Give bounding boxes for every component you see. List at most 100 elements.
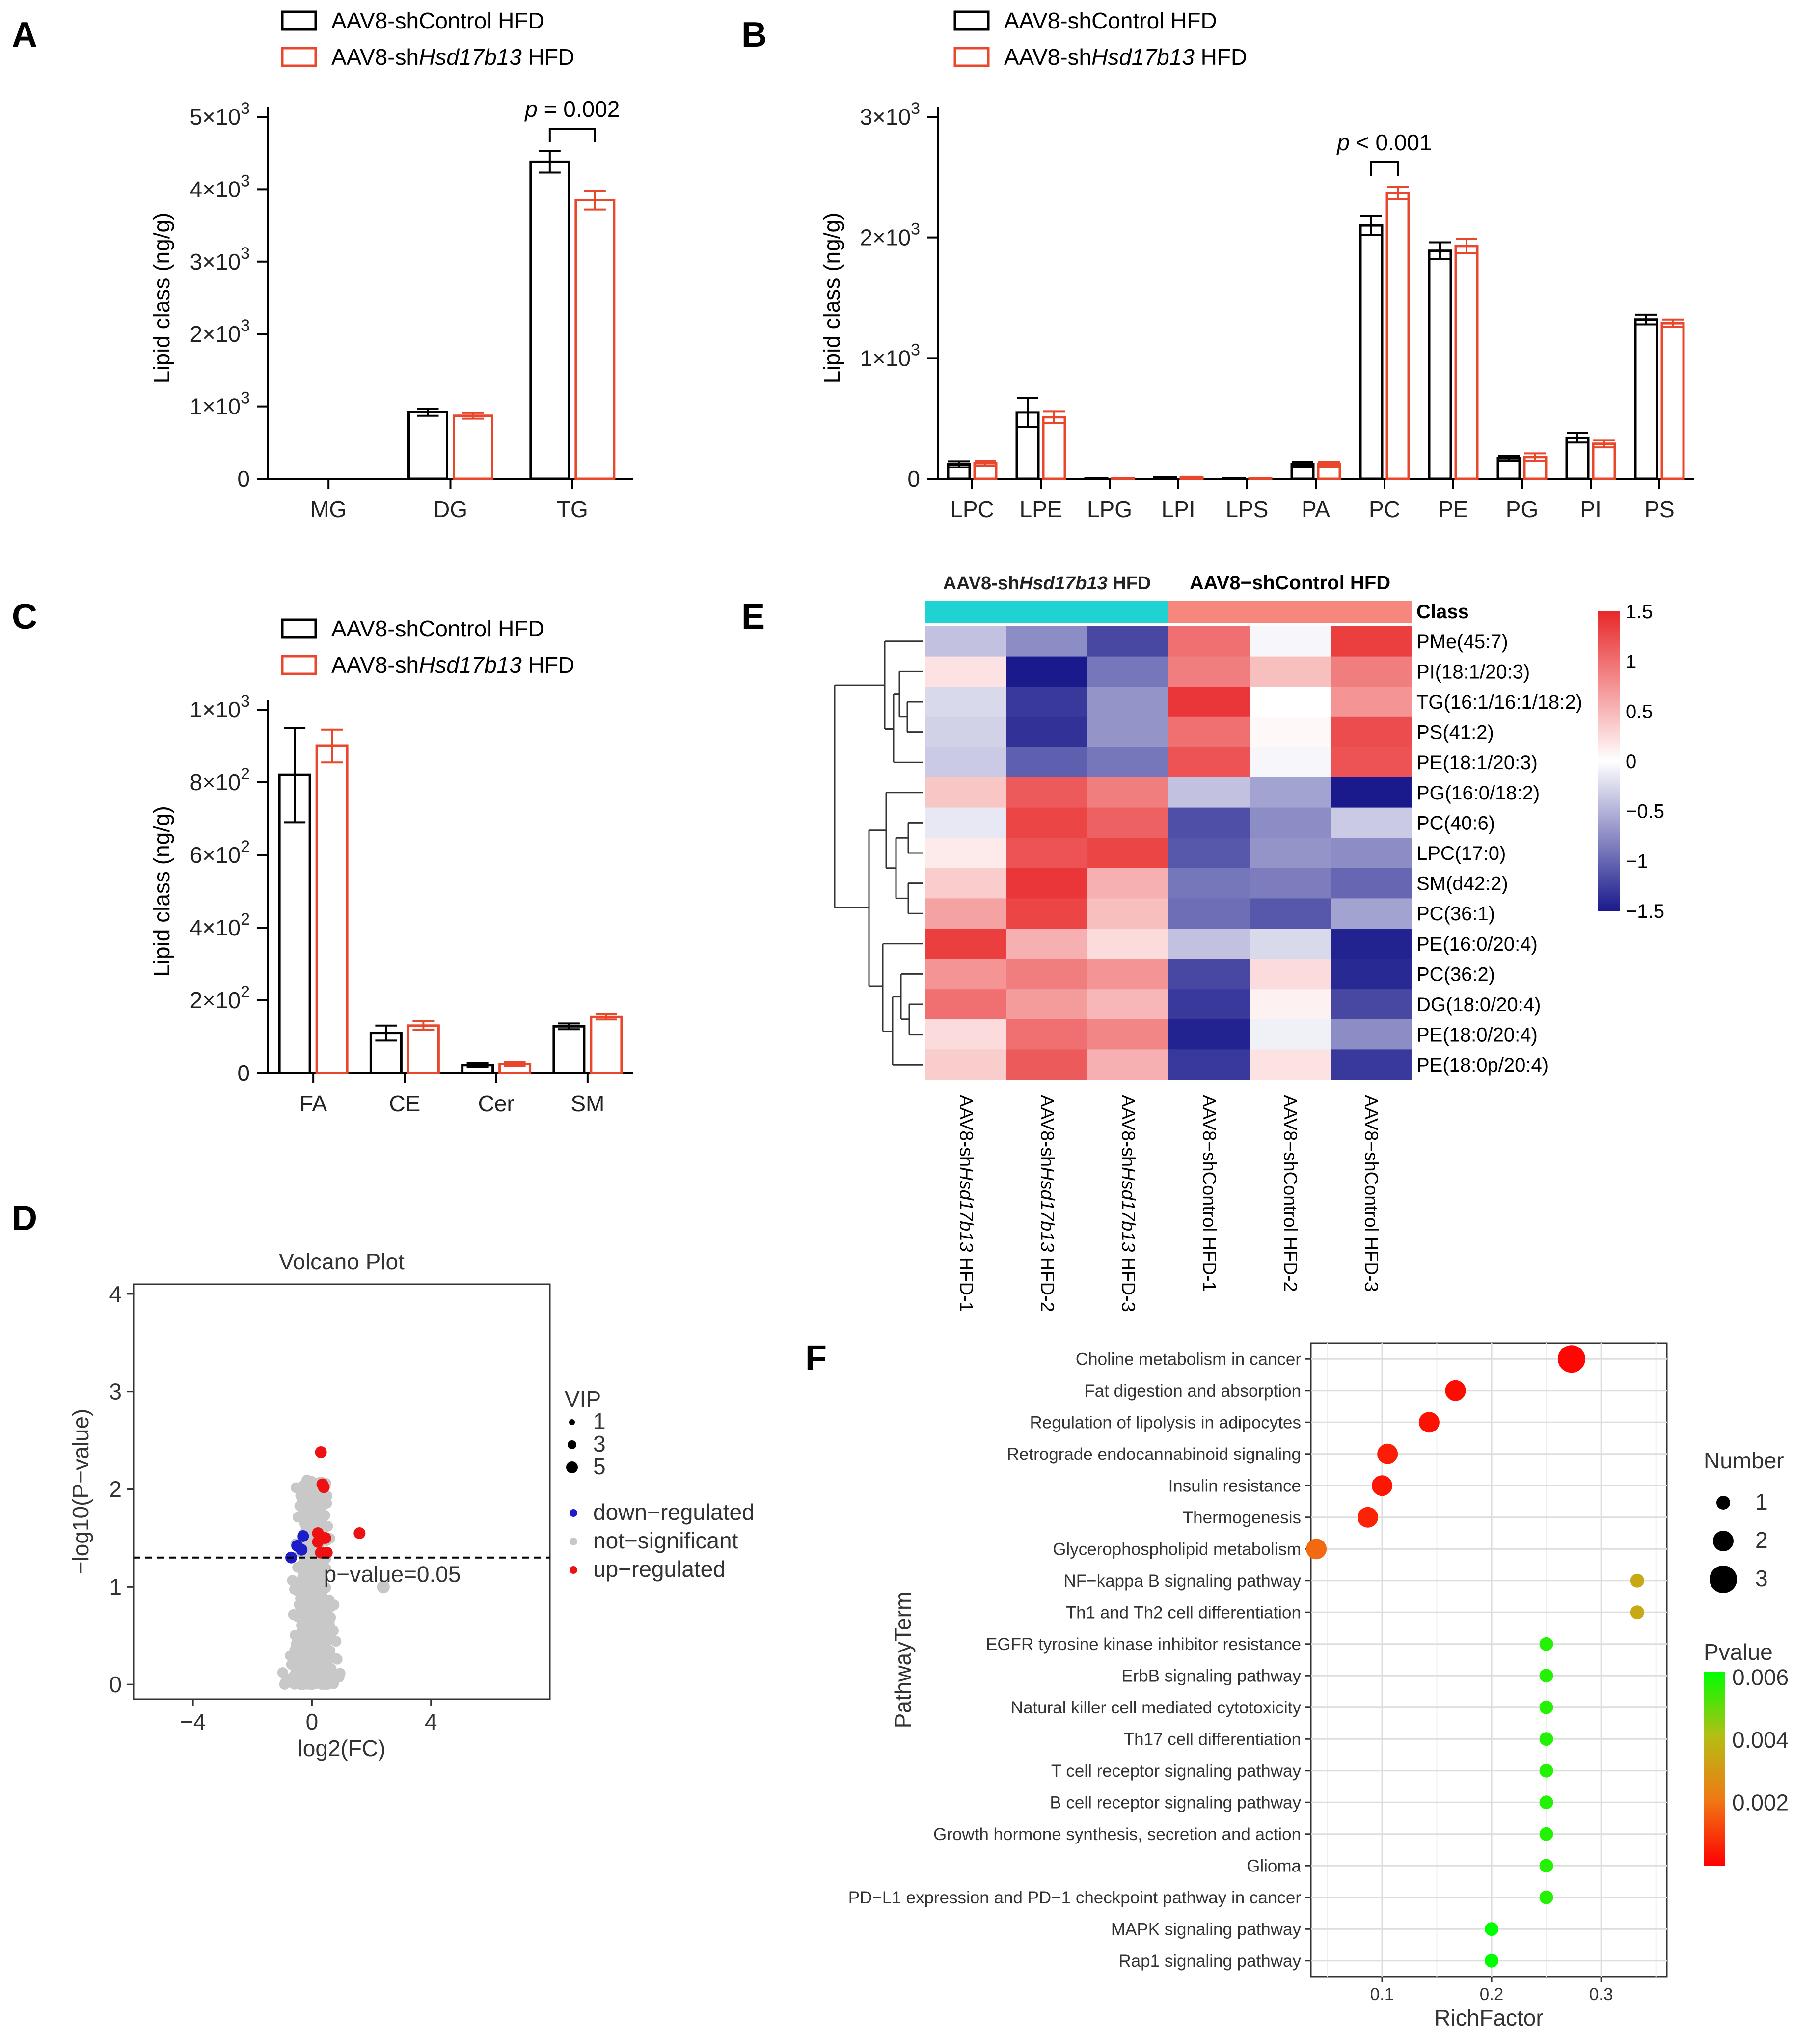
heatmap-cell <box>1168 929 1250 960</box>
point-not-significant <box>292 1483 303 1494</box>
heatmap-cell <box>1087 1049 1169 1080</box>
point-not-significant <box>287 1575 298 1586</box>
point-not-significant <box>289 1584 300 1595</box>
dendrogram-branch <box>885 792 923 869</box>
vip-legend-title: VIP <box>565 1386 601 1412</box>
legend-swatch-control <box>953 10 990 31</box>
pathway-term-label: PD−L1 expression and PD−1 checkpoint pat… <box>848 1888 1302 1907</box>
pvalue-tick-label: 0.006 <box>1732 1665 1789 1690</box>
point-not-significant <box>308 1645 319 1656</box>
bar <box>407 411 448 480</box>
bar <box>453 414 493 480</box>
point-not-significant <box>299 1599 310 1611</box>
heatmap-cell <box>1087 868 1169 899</box>
heatmap-cell <box>925 807 1007 838</box>
point-not-significant <box>321 1672 332 1683</box>
legend-swatch-treatment <box>281 655 317 675</box>
pathway-term-label: Glioma <box>1247 1856 1301 1875</box>
panel-label-f: F <box>805 1339 827 1378</box>
y-tick-label: 0 <box>907 466 920 492</box>
pathway-dot <box>1445 1380 1466 1401</box>
significance-label: p = 0.002 <box>524 96 620 122</box>
heatmap-cell <box>925 868 1007 899</box>
bar <box>1565 436 1590 480</box>
point-not-significant <box>311 1577 323 1589</box>
y-tick-label: 8×102 <box>190 765 250 795</box>
group-title-prefix: AAV8-sh <box>943 573 1020 594</box>
pathway-term-label: Insulin resistance <box>1168 1476 1301 1495</box>
pvalue-colorbar <box>1704 1672 1725 1866</box>
heatmap-cell <box>1168 868 1250 899</box>
y-tick-label: 4 <box>109 1281 122 1307</box>
significance-bracket <box>548 128 596 142</box>
colorbar-tick-label: 1 <box>1626 651 1636 673</box>
point-not-significant <box>308 1491 319 1502</box>
panel-label-b: B <box>741 15 767 55</box>
heatmap-cell <box>925 929 1007 960</box>
heatmap-cell <box>1006 898 1088 929</box>
pathway-term-label: T cell receptor signaling pathway <box>1051 1761 1302 1781</box>
point-up-regulated <box>318 1481 330 1493</box>
y-tick-label: 0 <box>109 1672 122 1697</box>
y-tick-base: 4×10 <box>190 176 241 202</box>
y-axis-label: Lipid class (ng/g) <box>819 213 844 384</box>
heatmap-cell <box>1331 716 1412 747</box>
pathway-term-label: Th1 and Th2 cell differentiation <box>1066 1603 1301 1622</box>
pvalue-tick-label: 0.002 <box>1732 1790 1789 1816</box>
y-tick-base: 5×10 <box>190 104 241 130</box>
heatmap-cell <box>1006 838 1088 869</box>
y-tick-base: 4×10 <box>190 915 241 940</box>
pathway-dot <box>1539 1795 1553 1810</box>
y-tick-exponent: 2 <box>241 983 250 1001</box>
y-tick-exponent: 3 <box>241 99 250 118</box>
size-legend-label: 2 <box>1755 1527 1768 1553</box>
heatmap-cell <box>1006 747 1088 778</box>
heatmap-cell <box>925 959 1007 990</box>
heatmap-cell <box>1168 1049 1250 1080</box>
pathway-term-label: EGFR tyrosine kinase inhibitor resistanc… <box>986 1635 1301 1654</box>
legend-label-prefix: AAV8-sh <box>1004 44 1091 70</box>
heatmap-row-label: LPC(17:0) <box>1416 843 1506 864</box>
legend-label-suffix: HFD <box>522 652 574 678</box>
point-not-significant <box>315 1612 326 1623</box>
heatmap-cell <box>1331 898 1412 929</box>
point-not-significant <box>292 1611 303 1622</box>
pathway-term-label: Rap1 signaling pathway <box>1118 1952 1301 1971</box>
group-bar-control <box>1168 601 1412 623</box>
pathway-dot <box>1557 1345 1585 1373</box>
heatmap-row-label: TG(16:1/16:1/18:2) <box>1416 691 1582 713</box>
colorbar-tick-label: −0.5 <box>1626 801 1664 823</box>
x-tick-label: FA <box>299 1091 327 1116</box>
pathway-dot <box>1539 1890 1553 1904</box>
legend-swatch-control <box>281 10 317 31</box>
bar <box>1042 416 1066 480</box>
bar <box>574 199 616 480</box>
legend-label-prefix: AAV8-sh <box>331 652 419 678</box>
pathway-term-label: Th17 cell differentiation <box>1124 1730 1301 1749</box>
bar <box>1385 192 1410 480</box>
heatmap-cell <box>1168 656 1250 687</box>
y-tick-base: 0 <box>907 466 920 492</box>
color-legend-title: Pvalue <box>1704 1639 1773 1665</box>
heatmap-cell <box>925 656 1007 687</box>
legend-swatch-control <box>281 618 317 639</box>
heatmap-row-label: PE(18:0p/20:4) <box>1416 1054 1548 1076</box>
heatmap-row-label: PC(40:6) <box>1416 812 1495 834</box>
point-not-significant <box>328 1599 340 1611</box>
pathway-dot <box>1630 1605 1644 1620</box>
panel-label-e: E <box>741 597 765 636</box>
legend-label-treatment: AAV8-shHsd17b13 HFD <box>331 44 574 70</box>
heatmap-cell <box>1168 687 1250 717</box>
point-not-significant <box>377 1580 390 1594</box>
heatmap-row-label: PC(36:2) <box>1416 963 1495 985</box>
heatmap-cell <box>1087 989 1169 1020</box>
point-not-significant <box>300 1608 312 1619</box>
legend-label-suffix: HFD <box>1195 44 1247 70</box>
heatmap-cell <box>1250 747 1331 778</box>
y-axis-label: −log10(P−value) <box>68 1409 93 1575</box>
y-tick-exponent: 3 <box>241 389 250 408</box>
heatmap-cell <box>1087 959 1169 990</box>
panel-a-bar-chart: AAV8-shControl HFD AAV8-shHsd17b13 HFD 0 1×… <box>149 8 633 522</box>
group-bar-treatment <box>925 601 1168 623</box>
y-axis-label: Lipid class (ng/g) <box>149 213 174 384</box>
